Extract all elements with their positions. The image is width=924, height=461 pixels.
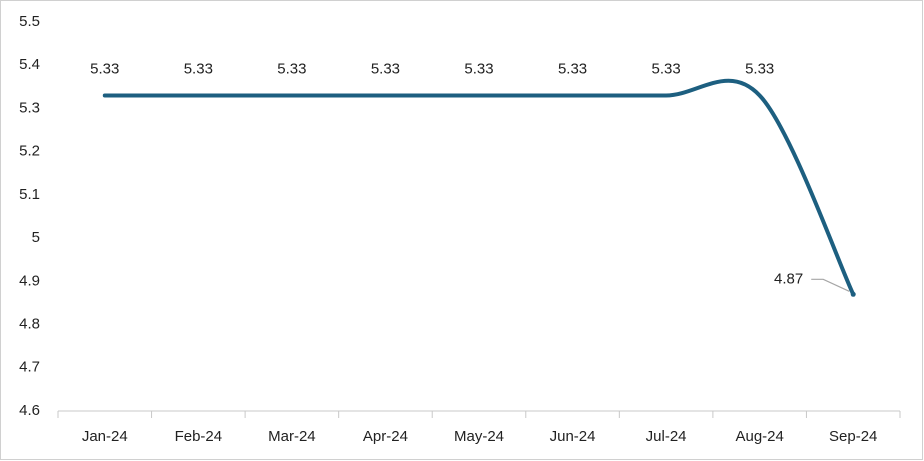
data-label: 5.33 [745,60,774,77]
point-marker [850,291,856,297]
data-label: 5.33 [184,60,213,77]
line [102,78,856,297]
y-tick-label: 4.8 [19,316,40,333]
data-label: 5.33 [558,60,587,77]
data-label: 5.33 [652,60,681,77]
label-leader [811,278,850,292]
y-tick-label: 4.6 [19,402,40,419]
x-tick-label: Apr-24 [363,428,408,445]
x-tick-label: May-24 [454,428,504,445]
data-label: 5.33 [277,60,306,77]
x-tick-label: Aug-24 [735,428,783,445]
y-tick-label: 5.3 [19,99,40,116]
data-label: 5.33 [464,60,493,77]
y-tick-label: 5.4 [19,56,40,73]
y-tick-label: 5.2 [19,143,40,160]
y-tick-label: 5.1 [19,186,40,203]
x-tick-label: Sep-24 [829,428,877,445]
x-tick-label: Jan-24 [82,428,128,445]
data-label: 5.33 [371,60,400,77]
x-tick-label: Jun-24 [550,428,596,445]
y-tick-label: 5 [32,229,40,246]
y-tick-label: 4.9 [19,272,40,289]
y-tick-label: 5.5 [19,13,40,30]
data-label: 5.33 [90,60,119,77]
y-tick-label: 4.7 [19,359,40,376]
data-label: 4.87 [774,270,803,287]
x-tick-label: Mar-24 [268,428,316,445]
x-tick-label: Feb-24 [175,428,223,445]
x-tick-label: Jul-24 [646,428,687,445]
